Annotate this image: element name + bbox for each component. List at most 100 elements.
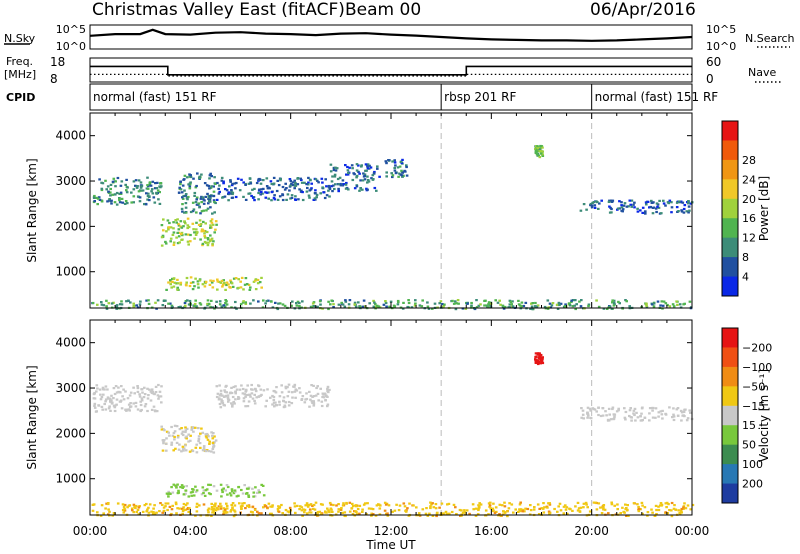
power-echo-cell xyxy=(367,180,371,183)
power-echo-cell xyxy=(205,230,209,234)
velocity-echo-cell xyxy=(247,494,250,497)
velocity-echo-cell xyxy=(195,510,199,513)
velocity-echo-cell xyxy=(320,404,324,408)
velocity-colorbar-tick: −200 xyxy=(742,341,772,354)
velocity-echo-cell xyxy=(210,502,213,505)
power-echo-cell xyxy=(130,191,133,194)
power-echo-cell xyxy=(368,164,371,167)
power-echo-cell xyxy=(200,210,204,213)
power-echo-cell xyxy=(162,299,166,302)
velocity-echo-cell xyxy=(146,397,150,400)
velocity-echo-cell xyxy=(263,504,267,507)
power-echo-cell xyxy=(396,299,400,303)
velocity-echo-cell xyxy=(421,508,425,511)
velocity-echo-cell xyxy=(641,512,644,515)
power-echo-cell xyxy=(192,208,196,211)
power-echo-cell xyxy=(170,286,173,289)
power-echo-cell xyxy=(346,169,350,172)
power-echo-cell xyxy=(378,175,381,178)
velocity-echo-cell xyxy=(324,511,327,514)
velocity-colorbar-bin xyxy=(722,425,738,446)
velocity-echo-cell xyxy=(181,507,184,510)
power-echo-cell xyxy=(167,226,171,229)
velocity-echo-cell xyxy=(600,506,604,509)
power-echo-cell xyxy=(249,302,252,305)
velocity-echo-cell xyxy=(341,511,345,514)
power-echo-cell xyxy=(215,223,218,226)
power-echo-cell xyxy=(365,169,368,172)
power-echo-cell xyxy=(209,172,212,175)
velocity-echo-cell xyxy=(264,405,267,408)
velocity-echo-cell xyxy=(294,396,297,399)
velocity-echo-cell xyxy=(244,507,247,510)
power-echo-cell xyxy=(184,194,187,197)
power-echo-cell xyxy=(227,199,230,202)
velocity-echo-cell xyxy=(320,513,323,516)
velocity-echo-cell xyxy=(178,443,181,446)
power-ytick-label: 1000 xyxy=(55,265,86,279)
velocity-echo-cell xyxy=(534,355,538,358)
velocity-echo-cell xyxy=(252,491,256,494)
velocity-echo-cell xyxy=(616,508,619,511)
velocity-echo-cell xyxy=(680,511,683,514)
velocity-echo-cell xyxy=(231,405,234,408)
power-echo-cell xyxy=(571,305,575,308)
power-echo-cell xyxy=(206,299,210,302)
velocity-echo-cell xyxy=(498,513,501,516)
power-echo-cell xyxy=(227,191,231,194)
velocity-echo-cell xyxy=(374,514,378,517)
velocity-echo-cell xyxy=(242,400,246,403)
power-echo-cell xyxy=(222,182,225,185)
velocity-echo-cell xyxy=(465,509,469,512)
power-echo-cell xyxy=(407,301,411,305)
power-echo-cell xyxy=(237,278,240,281)
velocity-echo-cell xyxy=(221,488,224,491)
power-echo-cell xyxy=(258,188,261,191)
velocity-echo-cell xyxy=(364,502,367,505)
power-echo-cell xyxy=(239,286,243,289)
velocity-echo-cell xyxy=(254,486,257,489)
power-echo-cell xyxy=(333,187,336,191)
power-echo-cell xyxy=(183,189,186,192)
velocity-echo-cell xyxy=(109,400,112,403)
velocity-echo-cell xyxy=(143,405,147,408)
power-echo-cell xyxy=(215,198,219,201)
power-echo-cell xyxy=(248,192,252,195)
power-echo-cell xyxy=(597,305,601,308)
velocity-echo-cell xyxy=(277,505,280,508)
velocity-echo-cell xyxy=(121,508,125,512)
power-echo-cell xyxy=(206,304,209,307)
power-echo-cell xyxy=(329,163,333,166)
velocity-echo-cell xyxy=(169,492,172,495)
velocity-echo-cell xyxy=(244,395,247,398)
power-echo-cell xyxy=(116,176,120,180)
velocity-colorbar-tick: 50 xyxy=(742,439,756,452)
power-echo-cell xyxy=(260,276,263,279)
power-echo-cell xyxy=(191,281,195,284)
power-echo-cell xyxy=(575,303,578,306)
power-colorbar-tick: 24 xyxy=(742,173,756,186)
velocity-echo-cell xyxy=(284,401,288,404)
velocity-echo-cell xyxy=(295,389,299,392)
velocity-echo-cell xyxy=(230,490,234,493)
velocity-echo-cell xyxy=(172,431,176,435)
power-echo-cell xyxy=(357,301,360,304)
velocity-echo-cell xyxy=(282,396,286,399)
velocity-echo-cell xyxy=(250,388,253,391)
velocity-echo-cell xyxy=(187,510,190,513)
velocity-echo-cell xyxy=(214,502,217,505)
velocity-echo-cell xyxy=(670,515,674,518)
velocity-echo-cell xyxy=(308,508,312,511)
velocity-echo-cell xyxy=(232,515,236,518)
velocity-echo-cell xyxy=(151,513,155,516)
velocity-echo-cell xyxy=(245,492,248,495)
velocity-echo-cell xyxy=(229,494,233,497)
power-echo-cell xyxy=(346,165,349,169)
power-echo-cell xyxy=(261,306,265,309)
power-echo-cell xyxy=(257,191,260,195)
power-echo-cell xyxy=(228,286,231,289)
xtick-label: 12:00 xyxy=(374,524,409,538)
power-echo-cell xyxy=(610,307,614,310)
power-echo-cell xyxy=(371,174,375,177)
power-echo-cell xyxy=(169,279,172,282)
